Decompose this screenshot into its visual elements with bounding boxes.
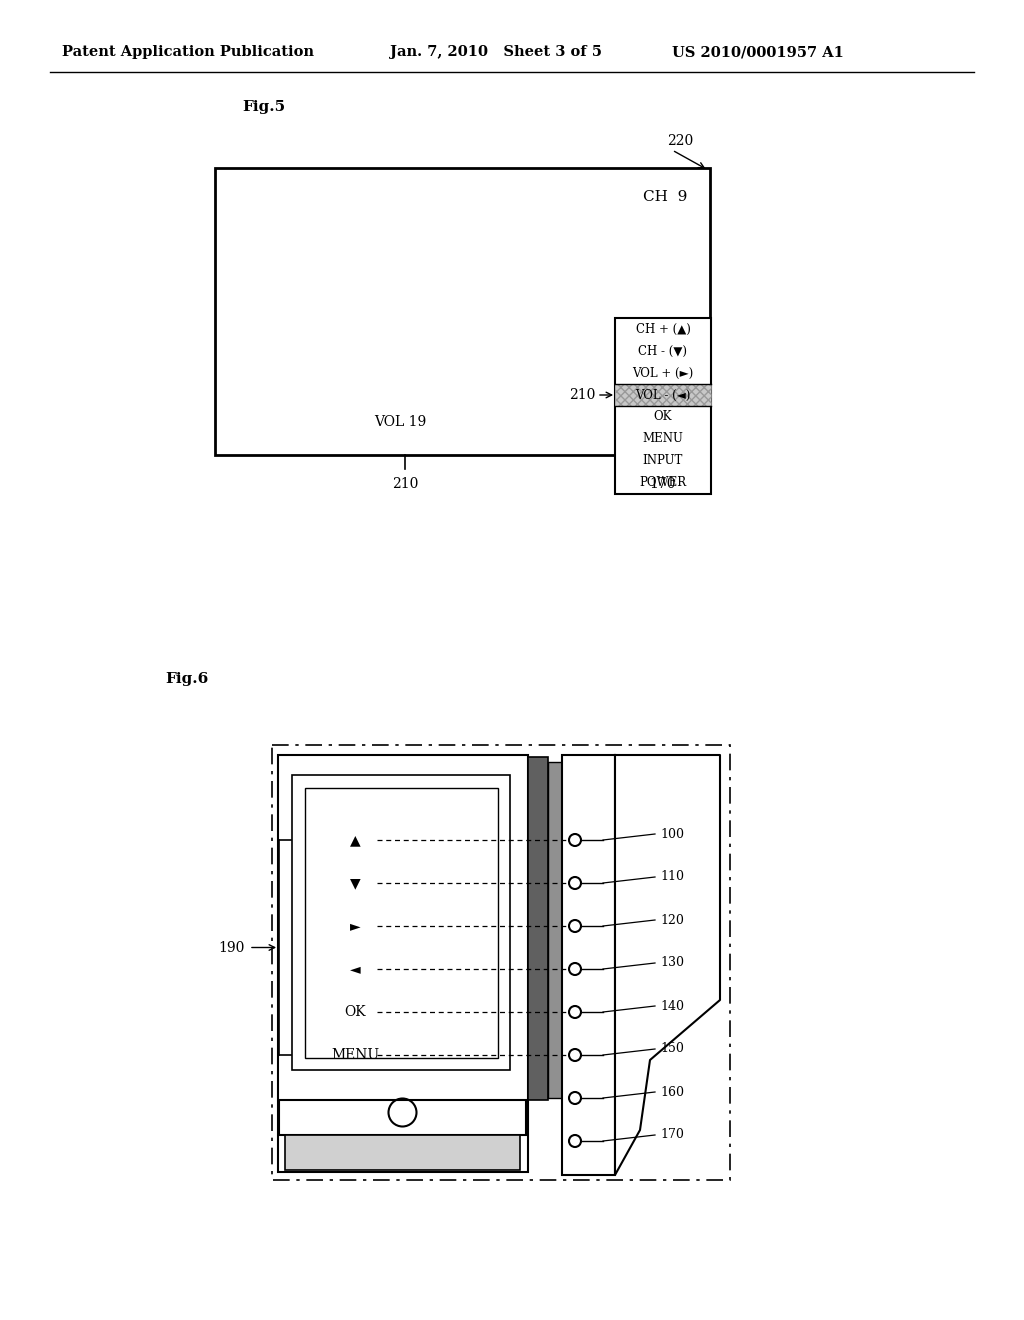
- Text: CH + (▲): CH + (▲): [636, 322, 690, 335]
- Bar: [272, 744, 730, 1180]
- Text: 210: 210: [392, 477, 418, 491]
- Text: 110: 110: [660, 870, 684, 883]
- Bar: [548, 762, 562, 1098]
- Text: Patent Application Publication: Patent Application Publication: [62, 45, 314, 59]
- Text: Fig.6: Fig.6: [165, 672, 208, 686]
- Bar: [279, 1100, 526, 1135]
- Text: MENU: MENU: [331, 1048, 379, 1063]
- Text: 160: 160: [660, 1085, 684, 1098]
- Text: ▲: ▲: [349, 833, 360, 847]
- Text: US 2010/0001957 A1: US 2010/0001957 A1: [672, 45, 844, 59]
- Text: 170: 170: [660, 1129, 684, 1142]
- Text: 150: 150: [660, 1043, 684, 1056]
- Text: ►: ►: [349, 919, 360, 933]
- Text: 140: 140: [660, 999, 684, 1012]
- Text: VOL + (►): VOL + (►): [633, 367, 693, 380]
- Bar: [215, 168, 710, 455]
- Text: Fig.5: Fig.5: [242, 100, 285, 114]
- Text: Jan. 7, 2010   Sheet 3 of 5: Jan. 7, 2010 Sheet 3 of 5: [390, 45, 602, 59]
- Text: 220: 220: [667, 135, 693, 148]
- Bar: [615, 384, 711, 407]
- Text: POWER: POWER: [639, 477, 686, 490]
- Text: INPUT: INPUT: [643, 454, 683, 467]
- Bar: [285, 1135, 520, 1170]
- Text: 190: 190: [219, 940, 245, 954]
- Text: ▼: ▼: [349, 876, 360, 890]
- Bar: [292, 775, 510, 1071]
- Polygon shape: [615, 755, 720, 1175]
- Bar: [615, 384, 711, 407]
- Text: CH - (▼): CH - (▼): [639, 345, 687, 358]
- Bar: [305, 788, 498, 1059]
- Bar: [528, 756, 548, 1100]
- Text: MENU: MENU: [643, 433, 683, 446]
- Text: ◄: ◄: [349, 962, 360, 975]
- Text: OK: OK: [344, 1005, 366, 1019]
- Text: 170: 170: [650, 477, 676, 491]
- Bar: [562, 755, 615, 1175]
- Text: CH  9: CH 9: [643, 190, 687, 205]
- Text: VOL 19: VOL 19: [374, 414, 426, 429]
- Bar: [278, 755, 528, 1172]
- Text: VOL - (◄): VOL - (◄): [635, 388, 690, 401]
- Text: 210: 210: [568, 388, 595, 403]
- Text: OK: OK: [653, 411, 672, 424]
- Bar: [615, 318, 711, 494]
- Text: 130: 130: [660, 957, 684, 969]
- Text: 120: 120: [660, 913, 684, 927]
- Text: 100: 100: [660, 828, 684, 841]
